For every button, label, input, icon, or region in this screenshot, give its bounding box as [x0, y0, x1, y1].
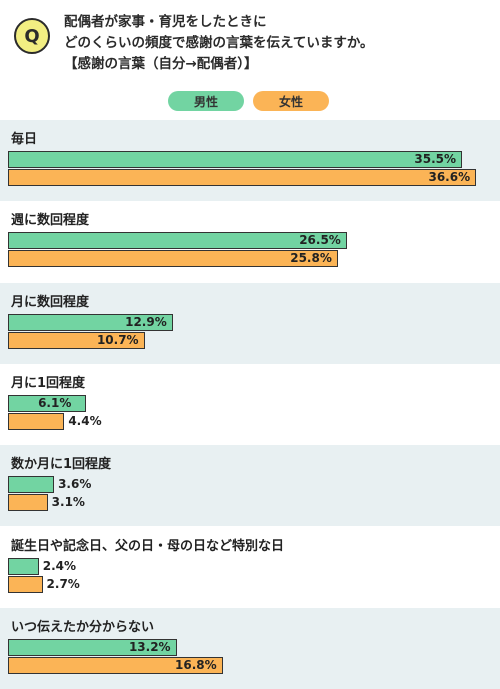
- question-line-1: 配偶者が家事・育児をしたときに: [64, 14, 267, 30]
- female-value-label: 36.6%: [428, 170, 471, 184]
- female-value-label: 2.7%: [46, 576, 80, 591]
- category-label: 月に1回程度: [11, 375, 86, 391]
- male-value-label: 6.1%: [38, 395, 72, 410]
- female-bar: [8, 656, 224, 674]
- female-bar: [8, 250, 339, 268]
- question-badge: Q: [14, 18, 50, 54]
- male-value-label: 26.5%: [299, 233, 341, 248]
- male-bar: [8, 394, 87, 412]
- male-bar: [8, 151, 463, 168]
- female-bar: [8, 494, 48, 512]
- male-value-label: 35.5%: [414, 152, 457, 166]
- question-line-2: どのくらいの頻度で感謝の言葉を伝えていますか。: [64, 35, 374, 51]
- legend-female: 女性: [253, 91, 329, 111]
- male-value-label: 13.2%: [128, 639, 171, 654]
- male-bar: [8, 232, 348, 250]
- female-value-label: 25.8%: [290, 251, 332, 266]
- category-band: 数か月に1回程度 3.6% 3.1%: [0, 445, 500, 527]
- female-value-label: 16.8%: [175, 657, 217, 672]
- male-value-label: 3.6%: [58, 477, 92, 492]
- category-band: 毎日 35.5% 36.6%: [0, 120, 500, 202]
- category-band: いつ伝えたか分からない 13.2% 16.8%: [0, 607, 500, 689]
- category-band: 週に数回程度 26.5% 25.8%: [0, 201, 500, 283]
- category-label: 週に数回程度: [11, 213, 90, 229]
- category-band: 誕生日や記念日、父の日・母の日など特別な日 2.4% 2.7%: [0, 526, 500, 608]
- male-bar: [8, 476, 55, 494]
- category-band: 月に1回程度 6.1% 4.4%: [0, 363, 500, 446]
- question-line-3: 【感謝の言葉（自分→配偶者）】: [64, 56, 258, 72]
- category-label: 数か月に1回程度: [11, 457, 112, 473]
- legend: 男性 女性: [0, 91, 500, 113]
- male-value-label: 2.4%: [42, 558, 76, 573]
- category-label: 月に数回程度: [11, 294, 90, 310]
- male-bar: [8, 557, 39, 575]
- question-text: 配偶者が家事・育児をしたときに どのくらいの頻度で感謝の言葉を伝えていますか。 …: [64, 12, 494, 75]
- chart-header: Q 配偶者が家事・育児をしたときに どのくらいの頻度で感謝の言葉を伝えていますか…: [0, 0, 500, 120]
- category-label: 毎日: [11, 132, 38, 147]
- male-bar: [8, 638, 177, 656]
- legend-male: 男性: [168, 91, 244, 111]
- category-band: 月に数回程度 12.9% 10.7%: [0, 282, 500, 364]
- female-bar: [8, 331, 145, 349]
- female-bar: [8, 169, 477, 186]
- female-value-label: 10.7%: [96, 332, 139, 347]
- female-bar: [8, 575, 43, 593]
- category-label: いつ伝えたか分からない: [11, 619, 155, 635]
- female-value-label: 3.1%: [51, 495, 85, 510]
- category-label: 誕生日や記念日、父の日・母の日など特別な日: [11, 538, 285, 554]
- male-bar: [8, 313, 174, 331]
- female-bar: [8, 412, 65, 430]
- male-value-label: 12.9%: [125, 314, 167, 329]
- female-value-label: 4.4%: [68, 413, 102, 428]
